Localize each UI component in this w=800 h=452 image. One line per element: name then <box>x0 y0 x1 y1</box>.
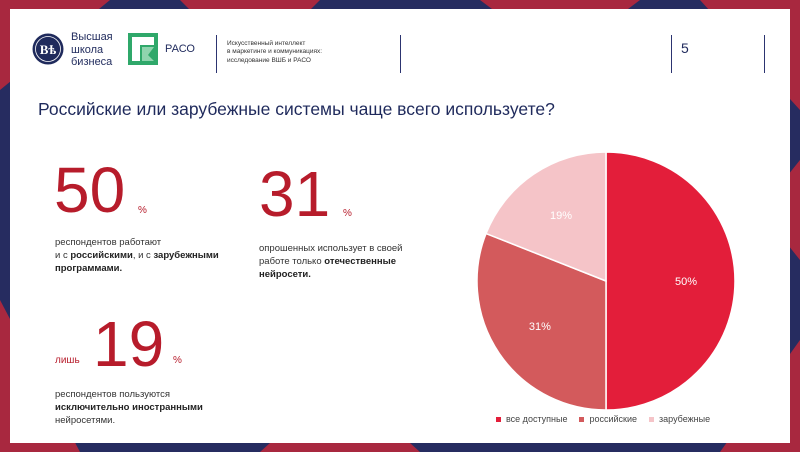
stat-31-value: 31 <box>259 158 331 230</box>
stat-31-unit: % <box>343 208 352 219</box>
raso-logo-icon <box>128 33 158 65</box>
legend-item-2: зарубежные <box>649 414 710 424</box>
stat-31-caption: опрошенных использует в своей работе тол… <box>259 243 403 280</box>
hse-logo-text: Высшая школа бизнеса <box>71 31 113 68</box>
legend-label-0: все доступные <box>506 414 568 424</box>
legend-label-1: российские <box>589 414 638 424</box>
header-divider-left <box>216 35 217 73</box>
legend-swatch-0 <box>496 416 501 422</box>
stat-50-caption: респондентов работают и с российскими, и… <box>55 237 219 274</box>
chart-legend: все доступные российские зарубежные <box>496 414 722 424</box>
header-divider-right <box>671 35 672 73</box>
slide-question: Российские или зарубежные системы чаще в… <box>38 99 555 119</box>
stat-19-unit: % <box>173 355 182 366</box>
page-number: 5 <box>681 40 689 56</box>
header-divider-far <box>764 35 765 73</box>
stat-19-value: 19 <box>93 308 165 380</box>
legend-swatch-2 <box>649 416 655 422</box>
stat-50-value: 50 <box>54 154 126 226</box>
legend-swatch-1 <box>579 416 585 422</box>
stat-50-unit: % <box>138 205 147 216</box>
header-description: Искусственный интеллект в маркетинге и к… <box>227 40 323 64</box>
legend-item-0: все доступные <box>496 414 567 424</box>
hse-emblem-icon: Вѣ <box>32 33 64 65</box>
legend-item-1: российские <box>579 414 637 424</box>
header-divider-mid <box>400 35 401 73</box>
raso-logo-text: РАСО <box>165 43 195 55</box>
stat-19-caption: респондентов пользуются исключительно ин… <box>55 389 203 426</box>
legend-label-2: зарубежные <box>659 414 711 424</box>
svg-text:Вѣ: Вѣ <box>40 42 57 57</box>
stat-19-prefix: лишь <box>55 355 80 366</box>
